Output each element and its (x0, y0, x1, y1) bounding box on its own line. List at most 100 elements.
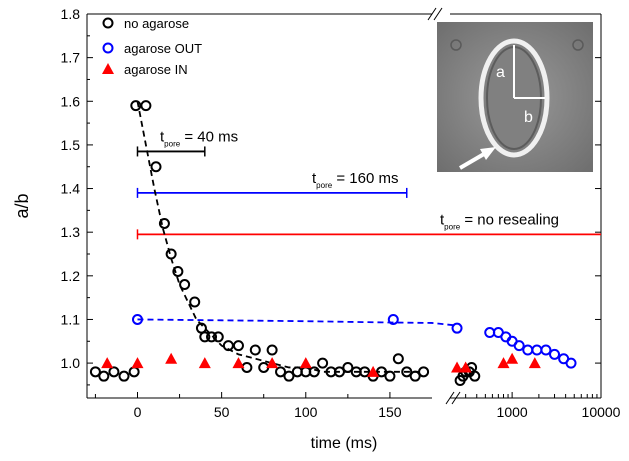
data-point (376, 366, 388, 378)
series-no-agarose (89, 100, 481, 387)
legend: no agarose agarose OUT agarose IN (102, 16, 202, 77)
data-point (469, 370, 481, 382)
data-point (108, 366, 120, 378)
data-point (189, 296, 201, 308)
data-point (451, 322, 463, 334)
x-tick-label: 10000 (582, 404, 621, 420)
data-point (232, 340, 244, 352)
data-point (401, 366, 413, 378)
data-point (299, 357, 312, 369)
data-point (130, 100, 142, 112)
data-point (392, 353, 404, 365)
y-tick-label: 1.1 (61, 311, 81, 327)
data-point (387, 313, 399, 325)
data-point (506, 352, 519, 364)
data-point (172, 265, 184, 277)
pore-label-pore160: tpore = 160 ms (312, 170, 398, 190)
data-point (128, 366, 140, 378)
data-point (165, 248, 177, 260)
legend-label-agarose-in: agarose IN (124, 62, 188, 77)
x-tick-label: 100 (294, 404, 318, 420)
data-point (249, 344, 261, 356)
y-tick-label: 1.0 (61, 355, 81, 371)
fit-lines (136, 101, 458, 373)
data-series (89, 100, 577, 387)
data-point (179, 279, 191, 291)
data-point (165, 352, 178, 364)
legend-marker-no-agarose (102, 17, 114, 29)
y-axis: 1.0 1.1 1.2 1.3 1.4 1.5 1.6 1.7 1.8 (61, 6, 601, 386)
legend-marker-agarose-in (102, 63, 114, 74)
y-tick-label: 1.8 (61, 6, 81, 22)
y-axis-label: a/b (12, 193, 32, 218)
data-point (531, 344, 543, 356)
data-point (89, 366, 101, 378)
inset-label-b: b (524, 109, 533, 126)
data-point (198, 357, 211, 369)
x-tick-label: 50 (214, 404, 230, 420)
data-point (459, 361, 472, 373)
x-tick-label: 150 (378, 404, 402, 420)
data-point (232, 357, 245, 369)
data-point (98, 370, 110, 382)
y-tick-label: 1.3 (61, 224, 81, 240)
series-agarose-in (101, 352, 541, 377)
data-point (158, 217, 170, 229)
y-tick-label: 1.4 (61, 181, 81, 197)
data-point (528, 357, 541, 369)
data-point (549, 348, 561, 360)
y-tick-label: 1.7 (61, 50, 81, 66)
legend-label-no-agarose: no agarose (124, 16, 189, 31)
data-point (384, 370, 396, 382)
y-tick-label: 1.2 (61, 268, 81, 284)
data-point (342, 361, 354, 373)
data-point (150, 161, 162, 173)
data-point (367, 365, 380, 377)
data-point (140, 100, 152, 112)
data-point (222, 340, 234, 352)
x-axis: 0 50 100 150 1000 10000 (94, 392, 621, 420)
data-point (317, 357, 329, 369)
data-point (206, 331, 218, 343)
data-point (266, 357, 279, 369)
fit-line (137, 318, 458, 327)
legend-marker-agarose-out (102, 42, 114, 54)
y-tick-label: 1.5 (61, 137, 81, 153)
data-point (131, 313, 143, 325)
data-point (308, 366, 320, 378)
data-point (199, 331, 211, 343)
y-tick-label: 1.6 (61, 93, 81, 109)
legend-label-agarose-out: agarose OUT (124, 41, 202, 56)
x-tick-label: 0 (134, 404, 142, 420)
data-point (418, 366, 430, 378)
x-tick-label: 1000 (497, 404, 528, 420)
data-point (451, 361, 464, 373)
pore-label-pore-nores: tpore = no resealing (440, 211, 559, 231)
data-point (212, 331, 224, 343)
pore-time-annotations: tpore = 40 ms tpore = 160 ms tpore = no re… (136, 128, 601, 240)
data-point (333, 366, 345, 378)
data-point (101, 357, 114, 369)
data-point (275, 366, 287, 378)
data-point (522, 344, 534, 356)
data-point (513, 340, 525, 352)
arrow-icon (458, 147, 496, 170)
data-point (359, 366, 371, 378)
axis-break-marks (427, 7, 461, 405)
fit-line (136, 101, 424, 373)
inset-micrograph: a b (437, 22, 593, 172)
data-point (131, 357, 144, 369)
data-point (565, 357, 577, 369)
data-point (409, 370, 421, 382)
series-agarose-out (131, 313, 577, 369)
data-point (283, 370, 295, 382)
data-point (497, 357, 510, 369)
data-point (266, 344, 278, 356)
pore-label-pore40: tpore = 40 ms (160, 128, 238, 148)
x-axis-label: time (ms) (311, 435, 378, 452)
inset-label-a: a (496, 64, 505, 81)
data-point (540, 344, 552, 356)
plot-frame (86, 13, 602, 399)
data-point (118, 370, 130, 382)
